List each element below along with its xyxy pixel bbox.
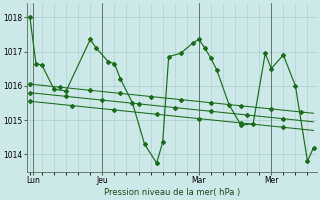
X-axis label: Pression niveau de la mer( hPa ): Pression niveau de la mer( hPa ): [104, 188, 240, 197]
